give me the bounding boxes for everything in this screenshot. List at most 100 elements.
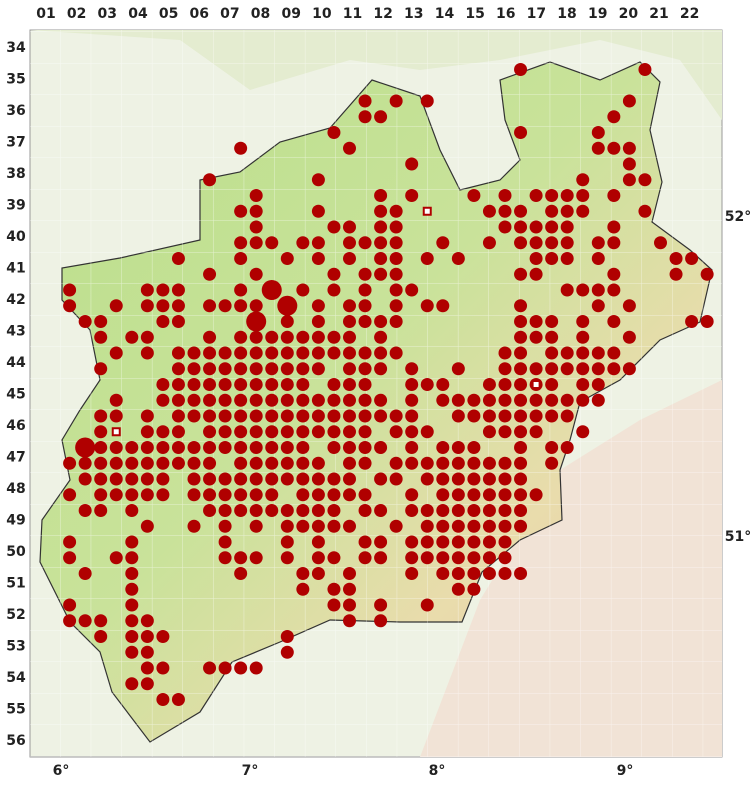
occurrence-dot — [591, 126, 605, 139]
occurrence-dot — [607, 283, 621, 297]
occurrence-dot — [591, 283, 605, 297]
row-label: 42 — [6, 292, 25, 308]
column-label: 09 — [281, 6, 300, 22]
row-label: 44 — [6, 355, 26, 371]
occurrence-dot — [63, 283, 77, 297]
occurrence-dot — [514, 409, 528, 423]
occurrence-dot — [374, 535, 388, 549]
occurrence-dot — [451, 472, 465, 486]
occurrence-dot — [265, 362, 279, 376]
column-label: 11 — [343, 6, 362, 22]
occurrence-dot — [451, 519, 465, 533]
occurrence-dot — [374, 315, 388, 328]
occurrence-dot — [405, 551, 419, 565]
occurrence-dot — [140, 677, 154, 691]
occurrence-dot — [343, 393, 356, 407]
occurrence-dot — [140, 661, 154, 675]
occurrence-dot — [529, 220, 543, 234]
occurrence-dot — [514, 362, 528, 376]
occurrence-dot — [234, 236, 248, 250]
occurrence-dot — [436, 567, 450, 580]
occurrence-dot — [218, 472, 232, 486]
occurrence-dot — [280, 393, 294, 407]
occurrence-dot — [358, 551, 372, 565]
occurrence-dot — [529, 252, 543, 265]
occurrence-dot — [234, 362, 248, 376]
occurrence-dot — [218, 393, 232, 407]
occurrence-dot — [280, 551, 294, 565]
row-label: 47 — [6, 450, 25, 466]
occurrence-dot — [343, 582, 356, 596]
occurrence-dot — [94, 614, 108, 628]
occurrence-dot — [78, 504, 92, 517]
occurrence-dot — [280, 630, 294, 643]
occurrence-dot — [560, 236, 574, 250]
occurrence-dot — [638, 204, 652, 218]
occurrence-dot — [343, 378, 356, 391]
occurrence-dot — [576, 425, 590, 439]
column-label: 14 — [435, 6, 455, 22]
occurrence-dot — [218, 362, 232, 376]
occurrence-dot — [327, 504, 341, 517]
occurrence-dot — [63, 551, 77, 565]
occurrence-dot — [187, 472, 201, 486]
occurrence-dot — [140, 330, 154, 344]
occurrence-dot — [529, 315, 543, 328]
occurrence-dot — [514, 126, 528, 139]
occurrence-dot — [405, 488, 419, 502]
occurrence-dot — [156, 393, 170, 407]
occurrence-dot — [514, 315, 528, 328]
occurrence-dot — [405, 157, 419, 171]
occurrence-dot — [514, 267, 528, 281]
occurrence-dot — [498, 393, 512, 407]
occurrence-dot — [358, 378, 372, 391]
occurrence-dot — [638, 63, 652, 76]
occurrence-dot — [389, 236, 403, 250]
occurrence-dot — [296, 409, 310, 423]
occurrence-dot-large — [277, 295, 298, 316]
occurrence-dot — [187, 378, 201, 391]
occurrence-dot — [63, 488, 77, 502]
occurrence-dot — [358, 267, 372, 281]
occurrence-dot — [327, 472, 341, 486]
occurrence-dot — [514, 346, 528, 360]
column-label: 10 — [312, 6, 332, 22]
occurrence-dot — [420, 504, 434, 517]
occurrence-dot — [529, 362, 543, 376]
occurrence-dot — [249, 504, 263, 517]
occurrence-dot — [576, 378, 590, 391]
occurrence-dot — [140, 346, 154, 360]
occurrence-dot — [218, 488, 232, 502]
occurrence-dot — [576, 346, 590, 360]
occurrence-dot — [265, 472, 279, 486]
occurrence-dot — [591, 236, 605, 250]
occurrence-dot — [280, 456, 294, 470]
occurrence-dot — [234, 378, 248, 391]
occurrence-dot — [234, 661, 248, 675]
occurrence-dot — [467, 409, 481, 423]
occurrence-dot — [607, 110, 621, 124]
occurrence-dot — [125, 441, 139, 454]
occurrence-dot — [358, 346, 372, 360]
occurrence-dot — [498, 409, 512, 423]
occurrence-dot — [296, 441, 310, 454]
occurrence-dot — [311, 173, 325, 187]
occurrence-dot — [311, 299, 325, 313]
occurrence-dot — [280, 330, 294, 344]
occurrence-dot — [560, 283, 574, 297]
occurrence-hollow — [111, 427, 121, 437]
occurrence-dot — [109, 551, 123, 565]
occurrence-dot — [109, 409, 123, 423]
occurrence-dot — [514, 299, 528, 313]
occurrence-dot — [358, 535, 372, 549]
occurrence-dot — [467, 456, 481, 470]
occurrence-dot — [405, 378, 419, 391]
occurrence-dot — [482, 567, 496, 580]
row-label: 34 — [6, 40, 26, 56]
occurrence-dot-large — [75, 437, 96, 458]
occurrence-dot — [622, 299, 636, 313]
occurrence-dot — [327, 330, 341, 344]
occurrence-dot — [78, 315, 92, 328]
occurrence-dot — [374, 472, 388, 486]
occurrence-dot — [374, 441, 388, 454]
